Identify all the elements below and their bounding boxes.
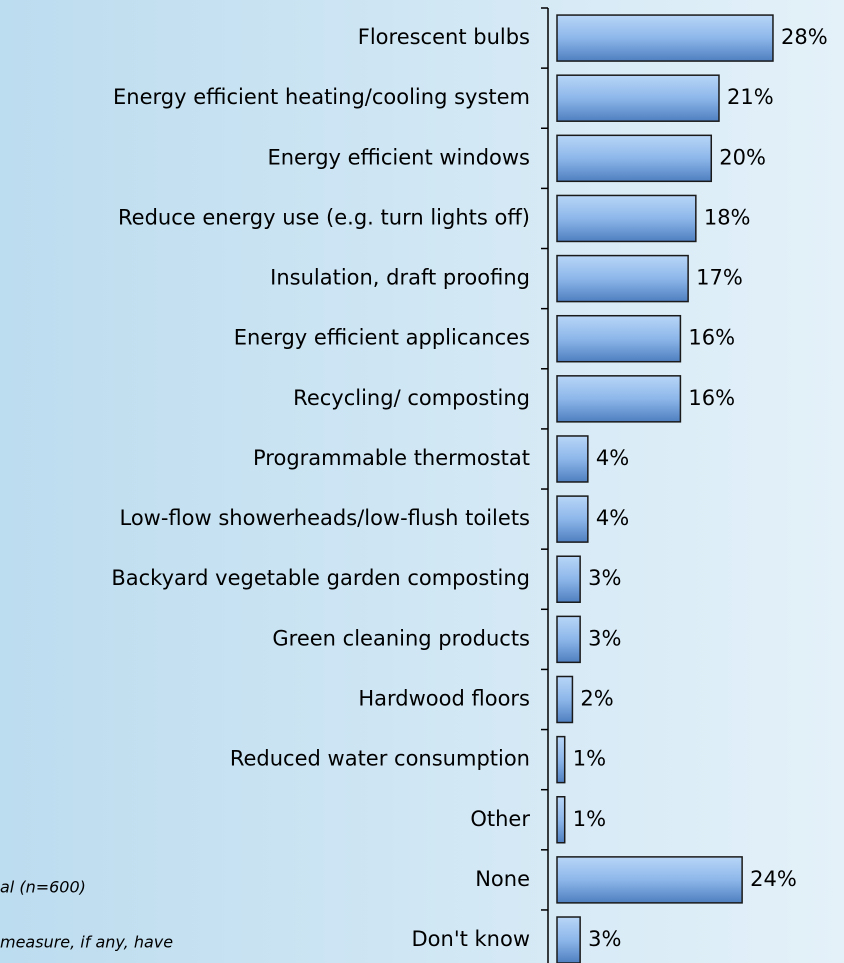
value-label: 16% bbox=[688, 326, 735, 350]
value-label: 18% bbox=[704, 205, 751, 229]
value-label: 3% bbox=[588, 927, 621, 951]
bar bbox=[556, 435, 589, 483]
y-tick-label: Other bbox=[470, 807, 530, 831]
y-tick-label: Recycling/ composting bbox=[293, 386, 530, 410]
y-tick-label: Low-flow showerheads/low-flush toilets bbox=[119, 506, 530, 530]
bar bbox=[556, 254, 689, 303]
value-label: 17% bbox=[696, 266, 743, 290]
bar bbox=[556, 615, 581, 664]
bar bbox=[556, 675, 574, 724]
y-tick-label: Green cleaning products bbox=[272, 626, 530, 650]
y-tick-label: Insulation, draft proofing bbox=[270, 266, 530, 290]
value-label: 2% bbox=[580, 686, 613, 710]
bar bbox=[556, 796, 566, 844]
bar bbox=[556, 375, 682, 423]
y-tick-label: Backyard vegetable garden composting bbox=[111, 566, 530, 590]
y-tick-label: Reduced water consumption bbox=[230, 747, 530, 771]
annotation: measure, if any, have bbox=[0, 933, 173, 952]
value-label: 1% bbox=[573, 747, 606, 771]
y-tick-label: Energy efficient windows bbox=[267, 145, 530, 169]
y-tick-label: Hardwood floors bbox=[358, 686, 530, 710]
y-tick-label: Florescent bulbs bbox=[358, 25, 530, 49]
value-label: 20% bbox=[719, 145, 766, 169]
bar bbox=[556, 856, 743, 904]
value-label: 21% bbox=[727, 85, 774, 109]
bar bbox=[556, 495, 589, 543]
y-tick-label: Programmable thermostat bbox=[253, 446, 530, 470]
bar bbox=[556, 735, 566, 784]
value-label: 16% bbox=[688, 386, 735, 410]
y-tick-label: Energy efficient applicances bbox=[234, 326, 530, 350]
bar bbox=[556, 14, 774, 62]
bar bbox=[556, 555, 581, 603]
bar bbox=[556, 134, 713, 183]
bar bbox=[556, 74, 720, 122]
value-label: 24% bbox=[750, 867, 797, 891]
bar bbox=[556, 194, 697, 243]
value-label: 1% bbox=[573, 807, 606, 831]
bar bbox=[556, 916, 581, 963]
value-label: 4% bbox=[596, 446, 629, 470]
value-label: 3% bbox=[588, 566, 621, 590]
annotation: al (n=600) bbox=[0, 878, 86, 897]
value-label: 28% bbox=[781, 25, 828, 49]
y-tick-label: Reduce energy use (e.g. turn lights off) bbox=[118, 205, 530, 229]
y-tick-label: None bbox=[475, 867, 530, 891]
y-tick-label: Energy efficient heating/cooling system bbox=[113, 85, 530, 109]
y-tick-label: Don't know bbox=[411, 927, 530, 951]
value-label: 3% bbox=[588, 626, 621, 650]
value-label: 4% bbox=[596, 506, 629, 530]
bar bbox=[556, 314, 682, 363]
